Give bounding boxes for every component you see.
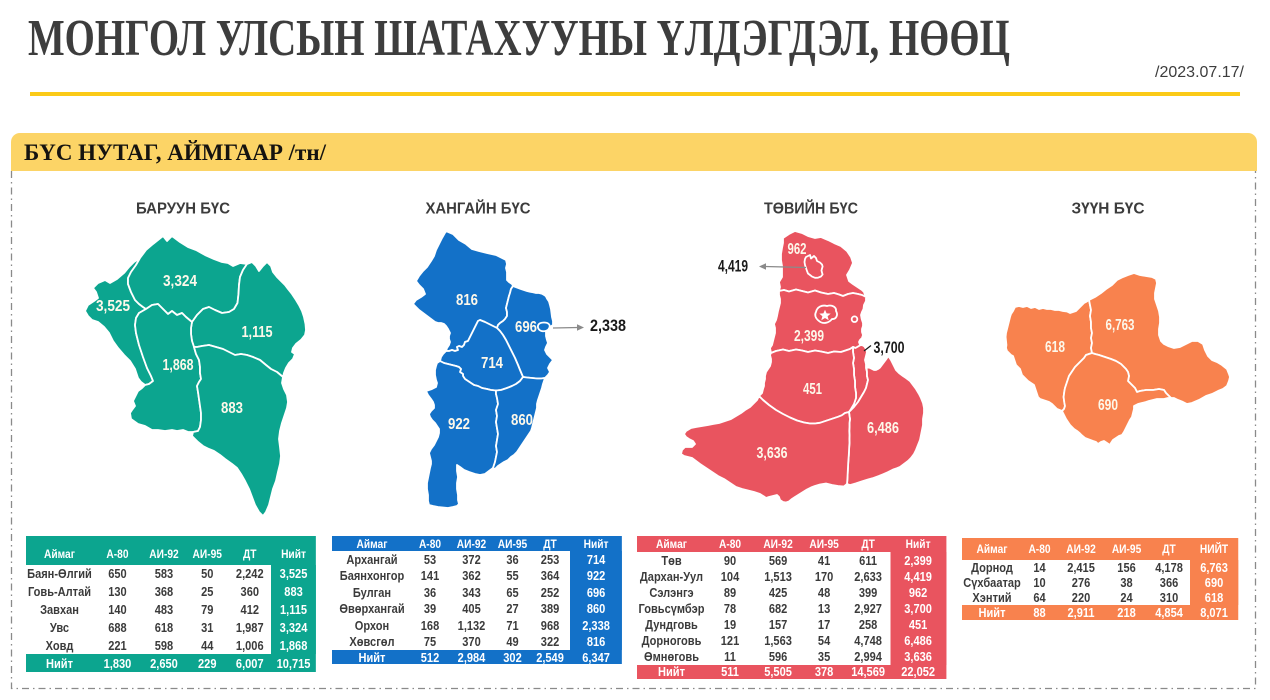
svg-text:451: 451: [803, 381, 822, 398]
svg-text:ТӨВИЙН БҮС: ТӨВИЙН БҮС: [764, 199, 858, 218]
svg-text:4,419: 4,419: [718, 258, 748, 276]
svg-text:860: 860: [511, 412, 533, 429]
svg-text:1,115: 1,115: [242, 324, 273, 341]
svg-text:714: 714: [481, 355, 503, 372]
svg-text:816: 816: [456, 292, 478, 309]
svg-text:6,486: 6,486: [867, 420, 899, 437]
svg-text:3,324: 3,324: [163, 273, 197, 290]
svg-text:962: 962: [788, 241, 807, 258]
svg-text:3,525: 3,525: [96, 298, 130, 315]
svg-text:3,636: 3,636: [757, 445, 788, 462]
svg-text:690: 690: [1098, 397, 1118, 414]
svg-text:6,763: 6,763: [1106, 317, 1135, 334]
svg-text:2,399: 2,399: [794, 328, 824, 345]
svg-text:ЗҮҮН БҮС: ЗҮҮН БҮС: [1072, 201, 1145, 218]
svg-text:1,868: 1,868: [163, 357, 194, 374]
svg-text:3,700: 3,700: [874, 339, 905, 357]
svg-text:618: 618: [1045, 339, 1065, 356]
svg-text:2,338: 2,338: [590, 317, 626, 335]
svg-text:922: 922: [448, 416, 470, 433]
svg-text:ХАНГАЙН БҮС: ХАНГАЙН БҮС: [426, 199, 531, 218]
svg-text:БАРУУН БҮС: БАРУУН БҮС: [136, 201, 230, 218]
svg-text:883: 883: [221, 400, 243, 417]
svg-text:696: 696: [515, 319, 537, 336]
